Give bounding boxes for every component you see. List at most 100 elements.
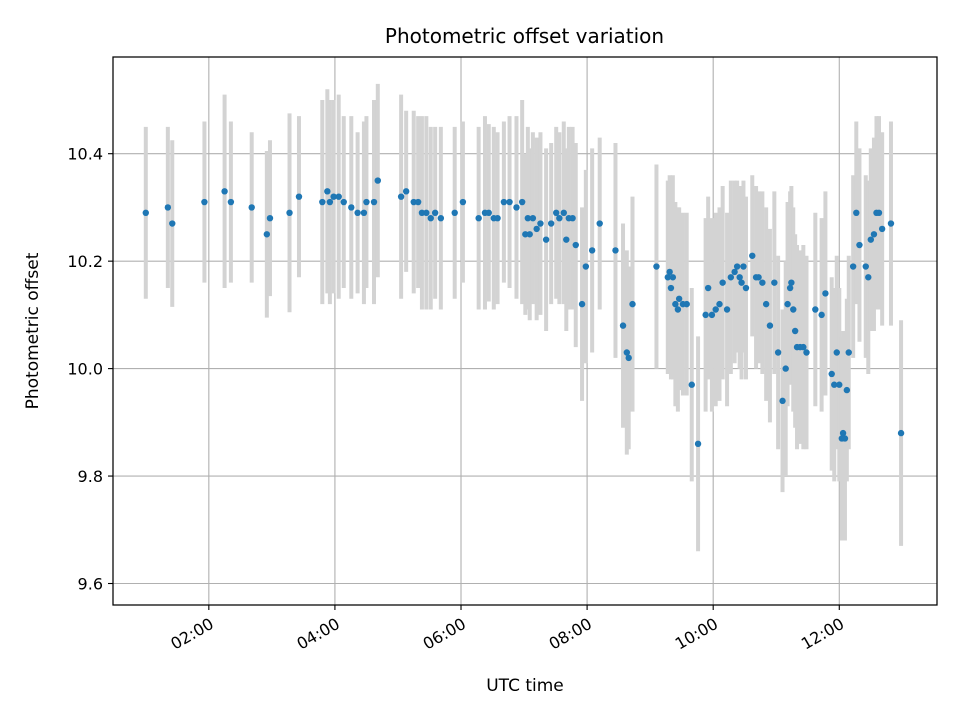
data-point (582, 263, 590, 270)
data-point (867, 236, 875, 243)
data-point (733, 263, 741, 270)
data-point (736, 274, 743, 281)
data-point (719, 279, 726, 286)
data-point (675, 295, 683, 302)
data-point (774, 349, 782, 356)
data-point (666, 268, 673, 276)
data-point (779, 397, 786, 405)
data-point (431, 209, 439, 217)
data-point (374, 177, 381, 184)
data-point (619, 322, 627, 329)
data-point (485, 209, 492, 217)
data-point (782, 365, 789, 372)
x-axis-label: UTC time (486, 676, 564, 696)
data-point (828, 370, 835, 378)
data-point (790, 306, 797, 313)
data-point (788, 279, 795, 286)
data-point (319, 198, 326, 206)
data-point (878, 225, 886, 233)
data-point (845, 349, 852, 356)
data-point (865, 274, 872, 281)
data-point (142, 209, 149, 217)
data-point (348, 204, 355, 211)
data-point (674, 306, 682, 313)
data-point (335, 193, 342, 200)
data-point (862, 263, 869, 270)
data-point (330, 193, 337, 200)
data-point (755, 274, 762, 281)
y-axis-ticks: 9.6 9.8 10.0 10.2 10.4 (67, 145, 113, 594)
data-point (749, 252, 756, 259)
data-point (354, 209, 361, 217)
data-point (712, 306, 719, 313)
data-point (475, 214, 482, 222)
data-point (221, 188, 228, 195)
data-point (588, 247, 596, 254)
data-point (738, 279, 745, 286)
data-point (533, 225, 540, 233)
data-point (360, 209, 368, 217)
data-point (742, 284, 750, 292)
data-point (524, 214, 532, 222)
data-point (669, 274, 677, 281)
data-point (897, 429, 905, 437)
data-point (451, 209, 458, 217)
data-point (494, 214, 501, 222)
data-point (766, 322, 774, 329)
plot-frame (112, 56, 938, 606)
data-point (556, 214, 563, 222)
data-point (716, 300, 723, 308)
data-point (688, 381, 695, 388)
data-point (370, 198, 378, 206)
data-point (340, 198, 347, 206)
data-point (506, 198, 513, 206)
data-point (500, 198, 508, 206)
data-point (459, 198, 467, 206)
data-point (839, 429, 847, 437)
data-point (784, 300, 791, 308)
data-point (800, 343, 807, 351)
data-point (870, 231, 878, 238)
data-point (248, 204, 255, 211)
data-point (266, 214, 274, 222)
data-point (596, 220, 603, 227)
chart-title: Photometric offset variation (385, 24, 664, 48)
data-point (629, 300, 636, 308)
y-tick-label: 10.2 (67, 252, 103, 271)
data-point (410, 198, 417, 206)
data-point (836, 381, 843, 388)
data-point (653, 263, 660, 270)
data-point (547, 220, 555, 227)
data-point (563, 236, 570, 243)
data-point (667, 284, 675, 292)
data-point (771, 279, 778, 286)
data-point (672, 300, 679, 308)
data-point (849, 263, 857, 270)
data-point (201, 198, 208, 206)
data-point (542, 236, 550, 243)
data-point (164, 204, 172, 211)
data-point (683, 300, 690, 308)
data-point (831, 381, 838, 388)
data-point (324, 188, 331, 195)
data-point (740, 263, 747, 270)
data-point (437, 214, 445, 222)
data-point (843, 386, 851, 394)
data-point (326, 198, 334, 206)
data-points (142, 177, 905, 448)
data-point (612, 247, 619, 254)
data-point (522, 231, 529, 238)
data-point (856, 241, 863, 249)
data-point (295, 193, 303, 200)
data-point (560, 209, 567, 217)
data-point (414, 198, 422, 206)
data-point (818, 311, 825, 319)
data-point (572, 241, 579, 249)
data-point (423, 209, 430, 217)
data-point (625, 354, 632, 362)
data-point (263, 231, 271, 238)
data-point (623, 349, 631, 356)
data-point (822, 290, 829, 297)
data-point (513, 204, 520, 211)
